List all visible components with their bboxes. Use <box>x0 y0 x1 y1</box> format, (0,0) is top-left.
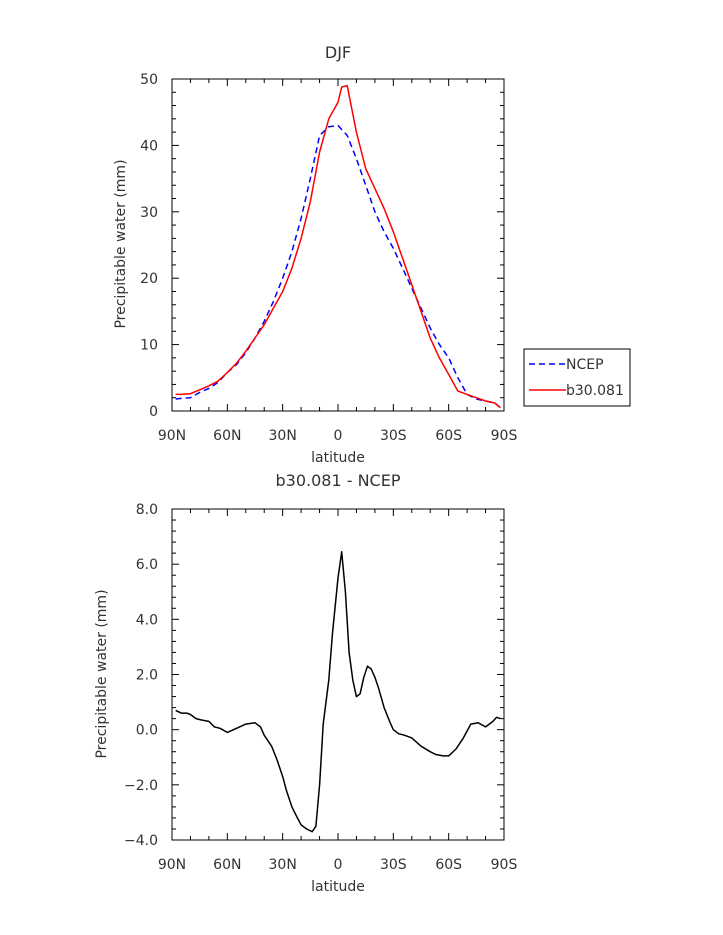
data-series <box>175 84 501 409</box>
data-series <box>175 551 501 833</box>
y-axis-label: Precipitable water (mm) <box>113 159 129 328</box>
tick-labels: 90N 60N 30N 0 30S 60S 90S −4.0 −2.0 0.0 2.0 4.0 6.0 8… <box>124 502 517 873</box>
x-tick-label: 60S <box>435 857 462 873</box>
y-axis-label: Precipitable water (mm) <box>94 589 110 758</box>
x-tick-label: 90N <box>158 428 186 444</box>
legend-label-b30: b30.081 <box>566 383 624 399</box>
y-tick-label: 6.0 <box>136 557 158 573</box>
plot-frame <box>171 78 505 412</box>
x-tick-label: 60S <box>435 428 462 444</box>
x-tick-label: 30S <box>380 428 407 444</box>
difference-chart: b30.081 - NCEP Precipitable water (mm) l… <box>94 471 517 895</box>
x-tick-label: 60N <box>213 857 241 873</box>
x-tick-label: 30N <box>269 857 297 873</box>
y-tick-label: 0.0 <box>136 723 158 739</box>
djf-chart: DJF Precipitable water (mm) latitude 90N… <box>113 43 631 466</box>
x-tick-label: 0 <box>334 857 343 873</box>
y-tick-label: 50 <box>140 72 158 88</box>
x-tick-label: 90N <box>158 857 186 873</box>
chart-title: DJF <box>325 43 351 62</box>
tick-marks <box>171 508 505 841</box>
y-tick-label: −4.0 <box>124 833 158 849</box>
y-tick-label: 30 <box>140 205 158 221</box>
x-tick-label: 90S <box>491 857 518 873</box>
x-tick-label: 30N <box>269 428 297 444</box>
series-line-ncep <box>175 124 501 409</box>
x-axis-label: latitude <box>311 879 365 895</box>
x-tick-label: 90S <box>491 428 518 444</box>
y-tick-label: −2.0 <box>124 778 158 794</box>
x-tick-label: 60N <box>213 428 241 444</box>
x-tick-label: 30S <box>380 857 407 873</box>
y-tick-label: 10 <box>140 338 158 354</box>
tick-labels: 90N 60N 30N 0 30S 60S 90S 0 10 20 30 40 50 <box>140 72 517 444</box>
x-axis-label: latitude <box>311 450 365 466</box>
y-tick-label: 8.0 <box>136 502 158 518</box>
legend-box <box>523 348 631 407</box>
legend-label-ncep: NCEP <box>566 357 604 373</box>
series-line-diff-0 <box>175 551 501 833</box>
x-tick-label: 0 <box>334 428 343 444</box>
plot-frame <box>171 508 505 841</box>
tick-marks <box>171 78 505 412</box>
y-tick-label: 40 <box>140 138 158 154</box>
y-tick-label: 20 <box>140 271 158 287</box>
series-line-b30-081 <box>175 84 501 409</box>
legend: NCEP b30.081 <box>523 348 631 407</box>
y-tick-label: 4.0 <box>136 612 158 628</box>
y-tick-label: 0 <box>149 404 158 420</box>
chart-title: b30.081 - NCEP <box>276 471 401 490</box>
y-tick-label: 2.0 <box>136 668 158 684</box>
